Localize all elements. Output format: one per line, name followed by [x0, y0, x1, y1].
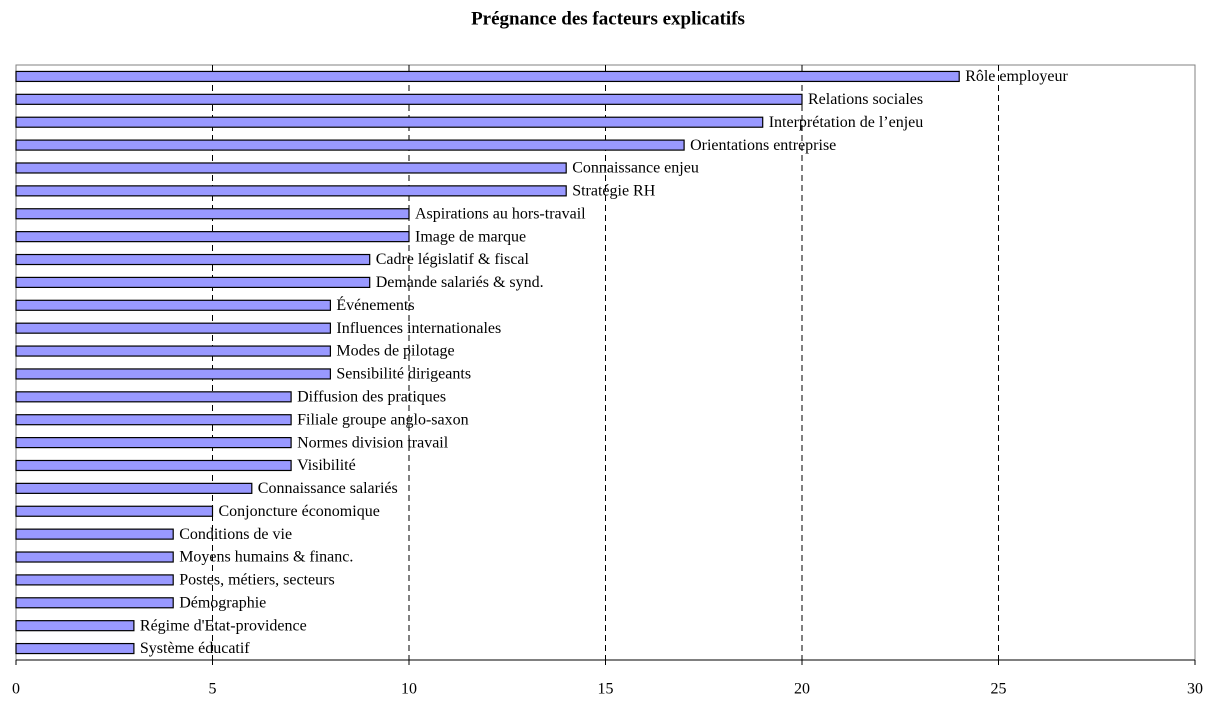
bar-label: Visibilité	[297, 457, 356, 474]
bar	[15, 505, 214, 517]
x-tick-label: 15	[598, 681, 614, 698]
bar-label: Connaissance enjeu	[572, 160, 699, 177]
bar	[15, 414, 292, 426]
x-tick-label: 0	[12, 681, 20, 698]
bar	[15, 70, 960, 83]
bar-label: Moyens humains & financ.	[179, 549, 353, 566]
bar-label: Rôle employeur	[965, 68, 1068, 85]
bar-label: Relations sociales	[808, 91, 923, 108]
bar	[15, 253, 371, 266]
bar	[15, 208, 410, 220]
bar	[15, 116, 764, 128]
bar	[15, 185, 567, 197]
bar-label: Interprétation de l’enjeu	[769, 114, 924, 131]
x-tick-label: 20	[794, 681, 810, 698]
bar-label: Demande salariés & synd.	[376, 274, 544, 291]
bar	[15, 528, 174, 540]
bar-label: Postes, métiers, secteurs	[179, 572, 335, 589]
bar-label: Influences internationales	[336, 320, 501, 337]
bar-label: Cadre législatif & fiscal	[376, 251, 530, 268]
bar	[15, 620, 135, 632]
bar	[15, 368, 331, 380]
x-tick-label: 25	[991, 681, 1007, 698]
chart-title: Prégnance des facteurs explicatifs	[471, 8, 745, 29]
bar-label: Normes division travail	[297, 434, 449, 451]
bar	[15, 574, 174, 586]
bar-label: Image de marque	[415, 228, 526, 245]
bar	[15, 436, 292, 449]
bar-label: Régime d'Etat-providence	[140, 617, 307, 634]
bar	[15, 139, 685, 151]
bar-label: Connaissance salariés	[258, 480, 398, 497]
bar	[15, 299, 331, 311]
bar	[15, 459, 292, 472]
x-tick-label: 10	[401, 681, 417, 698]
bar-label: Conditions de vie	[179, 526, 292, 543]
bar-label: Diffusion des pratiques	[297, 388, 446, 405]
bar	[15, 597, 174, 609]
bar-label: Stratégie RH	[572, 183, 656, 200]
bar	[15, 345, 331, 357]
bar-label: Orientations entreprise	[690, 137, 836, 154]
bar-label: Démographie	[179, 594, 266, 611]
bar-label: Conjoncture économique	[219, 503, 380, 520]
bar	[15, 276, 371, 289]
bar	[15, 642, 135, 655]
bar-label: Modes de pilotage	[336, 343, 454, 360]
bar-label: Système éducatif	[140, 640, 250, 657]
bar	[15, 391, 292, 403]
bar	[15, 551, 174, 563]
bar-label: Sensibilité dirigeants	[336, 366, 471, 383]
bar	[15, 482, 253, 494]
x-tick-label: 30	[1187, 681, 1203, 698]
bar	[15, 231, 410, 243]
bar	[15, 322, 331, 334]
x-tick-label: 5	[209, 681, 217, 698]
bar	[15, 93, 803, 105]
bar-label: Événements	[336, 295, 414, 314]
bar-label: Filiale groupe anglo-saxon	[297, 411, 469, 428]
bar-label: Aspirations au hors-travail	[415, 205, 586, 222]
bar	[15, 162, 567, 174]
